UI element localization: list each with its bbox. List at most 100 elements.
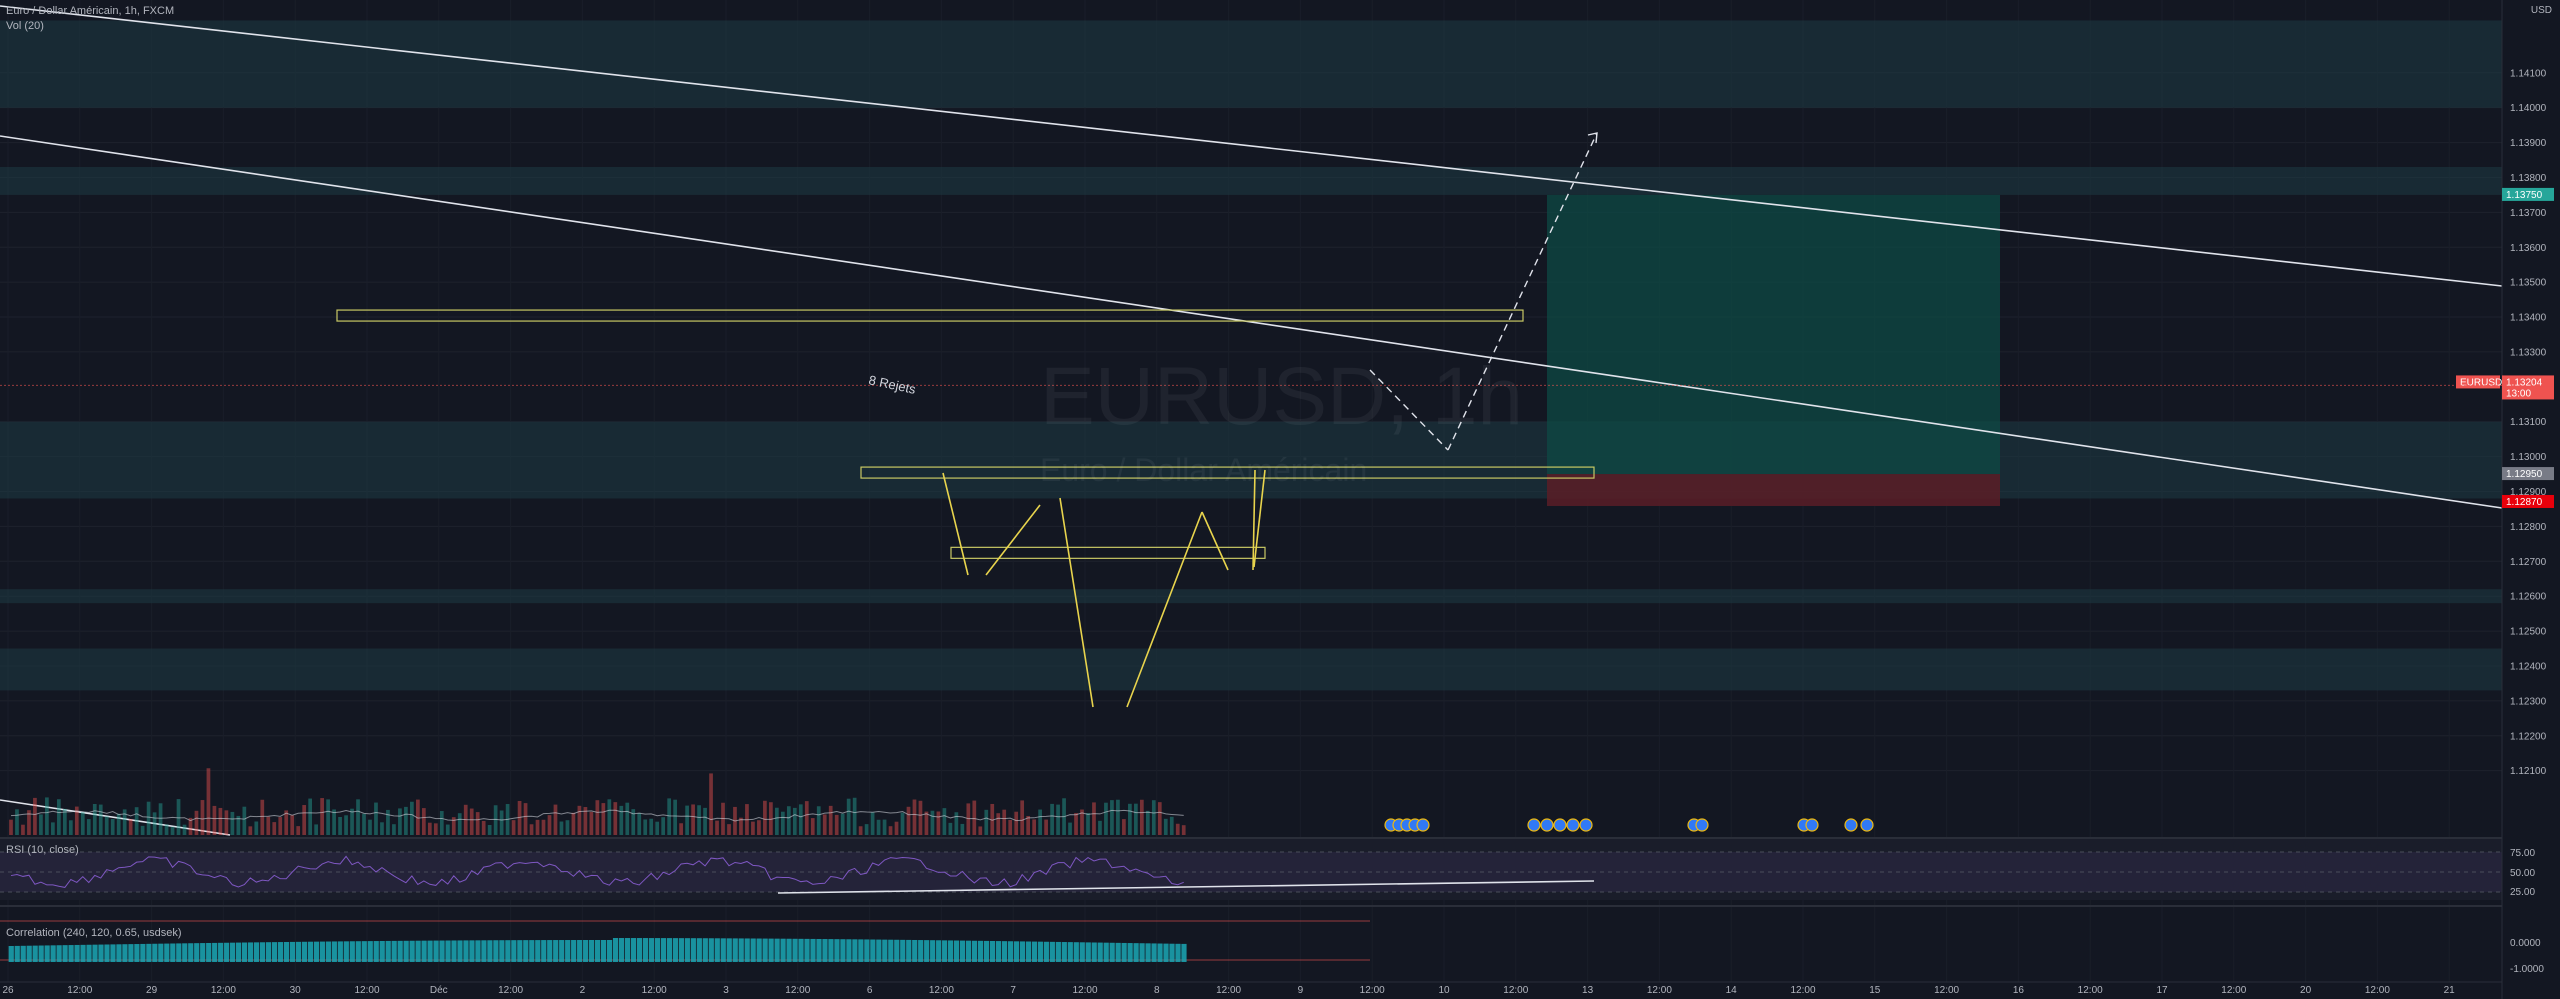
projection-line[interactable] <box>1447 132 1598 451</box>
correlation-bar <box>295 941 302 962</box>
volume-bar <box>290 815 295 835</box>
correlation-bar <box>20 945 26 962</box>
correlation-bar <box>1139 943 1145 962</box>
volume-bar <box>559 821 564 835</box>
time-tick: 12:00 <box>1647 985 1672 996</box>
pattern-leg[interactable] <box>1059 497 1094 708</box>
economic-event-icons[interactable] <box>1384 818 1874 832</box>
time-tick: 12:00 <box>2078 985 2103 996</box>
watermark-symbol: EURUSD, 1h <box>1040 351 1524 442</box>
time-axis[interactable]: 26 12:00 29 12:00 30 12:00 Déc 12:00 2 12:00 3 12:0… <box>2 985 2455 996</box>
volume-bar <box>984 809 989 835</box>
rsi-legend[interactable]: RSI (10, close) <box>6 844 79 856</box>
event-icon[interactable] <box>1527 818 1541 832</box>
volume-bar <box>1014 811 1019 835</box>
price-tick: 1.12100 <box>2510 766 2547 777</box>
trend-line[interactable] <box>0 799 231 836</box>
volume-bar <box>51 822 55 835</box>
correlation-bar <box>1043 941 1049 962</box>
event-icon[interactable] <box>1844 818 1858 832</box>
pattern-leg[interactable] <box>1126 511 1203 708</box>
correlation-bar <box>804 938 810 962</box>
volume-bar <box>308 798 313 835</box>
volume-legend[interactable]: Vol (20) <box>6 20 44 32</box>
time-tick: 12:00 <box>1503 985 1528 996</box>
volume-bar <box>410 801 414 835</box>
correlation-bar <box>271 942 278 962</box>
correlation-bar <box>253 942 260 962</box>
event-icon[interactable] <box>1805 818 1819 832</box>
pattern-leg[interactable] <box>1201 511 1229 571</box>
horizontal-rectangle[interactable] <box>336 309 1524 322</box>
event-icon[interactable] <box>1416 818 1430 832</box>
long-position-tool[interactable] <box>1547 194 2000 506</box>
event-icon[interactable] <box>1566 818 1580 832</box>
horizontal-rectangle[interactable] <box>950 546 1266 559</box>
trend-lines[interactable] <box>0 5 2503 836</box>
volume-bar <box>1086 813 1090 835</box>
projection-arrow[interactable] <box>1587 132 1598 144</box>
correlation-bar <box>876 939 882 962</box>
correlation-bar <box>469 940 475 962</box>
correlation-bar <box>110 944 116 962</box>
event-icon[interactable] <box>1579 818 1593 832</box>
pattern-leg[interactable] <box>942 472 969 576</box>
annotations[interactable] <box>336 309 1595 708</box>
event-icon[interactable] <box>1695 818 1709 832</box>
correlation-bar <box>439 940 445 962</box>
volume-bar <box>140 825 145 835</box>
correlation-bar <box>475 940 481 962</box>
volume-bar <box>110 818 115 835</box>
correlation-bar <box>648 938 655 962</box>
correlation-bar <box>798 938 804 962</box>
correlation-bar <box>684 938 690 962</box>
correlation-bar <box>247 942 254 962</box>
volume-bar <box>296 826 301 835</box>
symbol-legend[interactable]: Euro / Dollar Américain, 1h, FXCM <box>6 5 175 17</box>
price-tick: 1.13400 <box>2510 313 2547 324</box>
price-tick: 1.14100 <box>2510 68 2547 79</box>
correlation-bar <box>367 941 373 962</box>
rsi-divergence-line[interactable] <box>777 880 1595 894</box>
volume-bar <box>457 813 462 835</box>
pattern-leg[interactable] <box>985 504 1041 576</box>
volume-bar <box>146 801 151 835</box>
correlation-bar <box>230 942 236 962</box>
correlation-bar <box>313 941 319 962</box>
volume-bar <box>1128 803 1132 835</box>
volume-bar <box>1181 825 1186 835</box>
price-zone <box>0 20 2502 108</box>
price-label: 13:00 <box>2506 388 2531 399</box>
correlation-legend[interactable]: Correlation (240, 120, 0.65, usdsek) <box>6 927 182 939</box>
pattern-leg[interactable] <box>1252 469 1256 571</box>
correlation-bar <box>1169 943 1175 962</box>
volume-bar <box>451 817 456 835</box>
volume-bar <box>625 802 630 835</box>
volume-bar <box>481 820 486 835</box>
volume-bar <box>1008 819 1013 835</box>
projection-line[interactable] <box>1369 369 1449 451</box>
volume-bar <box>523 803 528 835</box>
event-icon[interactable] <box>1553 818 1567 832</box>
target-zone[interactable] <box>1547 194 2000 475</box>
price-tick: 1.12400 <box>2510 661 2547 672</box>
correlation-bar <box>864 939 870 962</box>
pattern-leg[interactable] <box>1253 469 1266 568</box>
volume-bar <box>1032 819 1036 835</box>
event-icon[interactable] <box>1860 818 1874 832</box>
correlation-bar <box>1109 942 1115 962</box>
horizontal-rectangle[interactable] <box>860 466 1595 479</box>
time-tick: 12:00 <box>1360 985 1385 996</box>
volume-bar <box>709 773 713 835</box>
volume-bar <box>116 813 121 835</box>
rsi-tick: 50.00 <box>2510 868 2535 879</box>
volume-bar <box>74 806 79 835</box>
event-icon[interactable] <box>1540 818 1554 832</box>
time-tick: 13 <box>1582 985 1594 996</box>
stop-zone[interactable] <box>1547 474 2000 506</box>
trend-line[interactable] <box>0 5 2503 287</box>
trend-line[interactable] <box>0 135 2503 509</box>
correlation-bar <box>983 940 990 962</box>
